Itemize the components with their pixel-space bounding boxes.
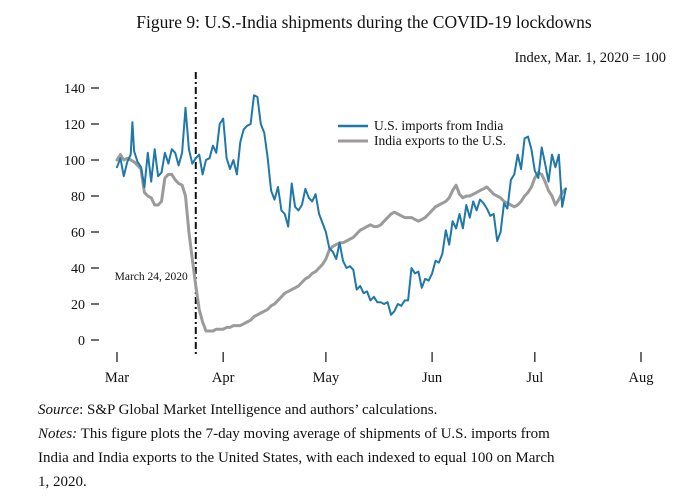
y-tick-label: 120 bbox=[64, 118, 85, 133]
y-tick-label: 0 bbox=[78, 334, 85, 349]
chart-title: Figure 9: U.S.-India shipments during th… bbox=[136, 12, 592, 32]
y-tick-label: 60 bbox=[71, 226, 85, 241]
axes: 0 20 40 60 80 100 120 140 Mar Apr May Jun Jul Aug bbox=[64, 82, 653, 386]
y-tick-label: 20 bbox=[71, 298, 85, 313]
x-tick-label: Mar bbox=[105, 370, 129, 386]
notes-text-1: This figure plots the 7-day moving avera… bbox=[77, 426, 550, 442]
y-tick-label: 140 bbox=[64, 82, 85, 97]
y-tick-label: 40 bbox=[71, 262, 85, 277]
notes-line-3: 1, 2020. bbox=[38, 474, 87, 490]
x-tick-label: Jun bbox=[422, 370, 443, 386]
y-tick-label: 100 bbox=[64, 154, 85, 169]
notes-line-2: India and India exports to the United St… bbox=[38, 450, 555, 466]
series-line-us-imports bbox=[116, 94, 567, 316]
legend-label: India exports to the U.S. bbox=[374, 133, 506, 148]
chart-subtitle: Index, Mar. 1, 2020 = 100 bbox=[514, 50, 666, 66]
notes-label: Notes: bbox=[38, 426, 78, 442]
source-line: Source: S&P Global Market Intelligence a… bbox=[38, 398, 680, 422]
legend-label: U.S. imports from India bbox=[374, 118, 503, 133]
x-tick-label: Apr bbox=[212, 370, 235, 386]
x-tick-label: Aug bbox=[629, 370, 654, 386]
notes-line-1: Notes: This figure plots the 7-day movin… bbox=[38, 422, 680, 446]
source-label: Source bbox=[38, 402, 80, 418]
x-tick-label: Jul bbox=[526, 370, 543, 386]
annotation-label: March 24, 2020 bbox=[115, 271, 188, 283]
y-tick-label: 80 bbox=[71, 190, 85, 205]
series-group bbox=[115, 94, 568, 333]
line-chart: Figure 9: U.S.-India shipments during th… bbox=[64, 12, 666, 386]
source-text: : S&P Global Market Intelligence and aut… bbox=[79, 402, 438, 418]
figure-notes: Source: S&P Global Market Intelligence a… bbox=[38, 398, 680, 494]
annotation-group: March 24, 2020 bbox=[115, 72, 197, 356]
series-line-india-exports bbox=[115, 153, 568, 333]
x-tick-label: May bbox=[313, 370, 340, 386]
